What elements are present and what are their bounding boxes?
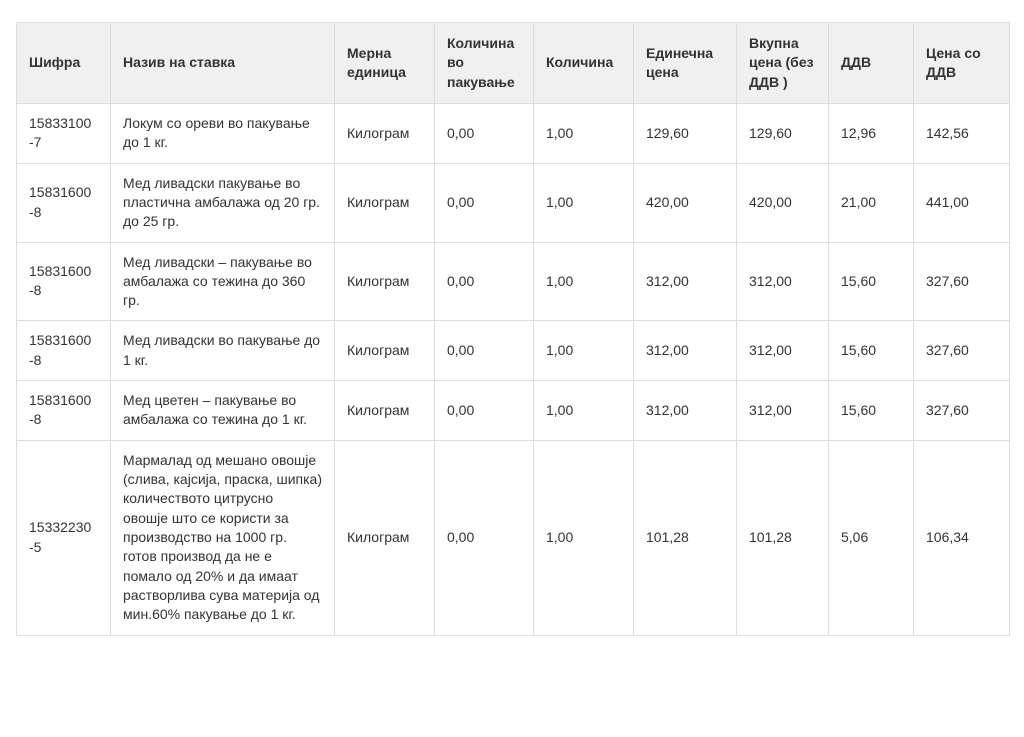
- cell-qty-per-pack: 0,00: [434, 380, 534, 441]
- cell-item-name: Мед ливадски – пакување во амбалажа со т…: [110, 241, 335, 322]
- cell-vat: 15,60: [828, 380, 914, 441]
- table-header: Шифра Назив на ставка Мерна единица Коли…: [16, 22, 1010, 104]
- cell-qty-per-pack: 0,00: [434, 162, 534, 243]
- cell-qty-per-pack: 0,00: [434, 241, 534, 322]
- cell-price-with-vat: 441,00: [913, 162, 1010, 243]
- cell-vat: 12,96: [828, 102, 914, 164]
- cell-item-name: Локум со ореви во пакување до 1 кг.: [110, 102, 335, 164]
- cell-vat: 15,60: [828, 241, 914, 322]
- cell-item-name: Мед ливадски пакување во пластична амбал…: [110, 162, 335, 243]
- cell-unit-price: 101,28: [633, 439, 737, 636]
- header-row: Шифра Назив на ставка Мерна единица Коли…: [16, 22, 1010, 104]
- cell-unit-price: 312,00: [633, 320, 737, 382]
- cell-unit: Килограм: [334, 102, 435, 164]
- table-row: 15831600 -8 Мед цветен – пакување во амб…: [16, 380, 1010, 441]
- table-row: 15332230 -5 Мармалад од мешано овошје (с…: [16, 439, 1010, 636]
- cell-total-no-vat: 312,00: [736, 241, 829, 322]
- column-header-vat: ДДВ: [828, 22, 914, 104]
- column-header-unit-price: Единечна цена: [633, 22, 737, 104]
- cell-item-name: Мед цветен – пакување во амбалажа со теж…: [110, 380, 335, 441]
- column-header-qty-per-pack: Количина во пакување: [434, 22, 534, 104]
- cell-vat: 21,00: [828, 162, 914, 243]
- cell-qty: 1,00: [533, 241, 634, 322]
- cell-price-with-vat: 106,34: [913, 439, 1010, 636]
- cell-code: 15831600 -8: [16, 162, 111, 243]
- column-header-code: Шифра: [16, 22, 111, 104]
- table-row: 15831600 -8 Мед ливадски во пакување до …: [16, 320, 1010, 382]
- cell-vat: 15,60: [828, 320, 914, 382]
- cell-qty-per-pack: 0,00: [434, 102, 534, 164]
- cell-qty-per-pack: 0,00: [434, 320, 534, 382]
- cell-unit: Килограм: [334, 439, 435, 636]
- cell-qty: 1,00: [533, 102, 634, 164]
- cell-total-no-vat: 129,60: [736, 102, 829, 164]
- column-header-qty: Количина: [533, 22, 634, 104]
- table-body: 15833100 -7 Локум со ореви во пакување д…: [16, 102, 1010, 636]
- cell-unit-price: 129,60: [633, 102, 737, 164]
- cell-price-with-vat: 327,60: [913, 380, 1010, 441]
- cell-total-no-vat: 420,00: [736, 162, 829, 243]
- cell-total-no-vat: 312,00: [736, 380, 829, 441]
- cell-qty-per-pack: 0,00: [434, 439, 534, 636]
- cell-qty: 1,00: [533, 320, 634, 382]
- column-header-price-with-vat: Цена со ДДВ: [913, 22, 1010, 104]
- cell-price-with-vat: 327,60: [913, 241, 1010, 322]
- items-table: Шифра Назив на ставка Мерна единица Коли…: [16, 22, 1010, 636]
- cell-code: 15332230 -5: [16, 439, 111, 636]
- cell-code: 15831600 -8: [16, 380, 111, 441]
- cell-unit-price: 312,00: [633, 241, 737, 322]
- column-header-item-name: Назив на ставка: [110, 22, 335, 104]
- cell-unit-price: 312,00: [633, 380, 737, 441]
- cell-unit: Килограм: [334, 320, 435, 382]
- cell-price-with-vat: 142,56: [913, 102, 1010, 164]
- column-header-total-no-vat: Вкупна цена (без ДДВ ): [736, 22, 829, 104]
- cell-qty: 1,00: [533, 439, 634, 636]
- cell-qty: 1,00: [533, 380, 634, 441]
- cell-code: 15833100 -7: [16, 102, 111, 164]
- cell-unit: Килограм: [334, 162, 435, 243]
- cell-unit: Килограм: [334, 380, 435, 441]
- table-row: 15833100 -7 Локум со ореви во пакување д…: [16, 102, 1010, 164]
- cell-qty: 1,00: [533, 162, 634, 243]
- cell-code: 15831600 -8: [16, 241, 111, 322]
- cell-item-name: Мармалад од мешано овошје (слива, кајсиј…: [110, 439, 335, 636]
- table-row: 15831600 -8 Мед ливадски пакување во пла…: [16, 162, 1010, 243]
- cell-item-name: Мед ливадски во пакување до 1 кг.: [110, 320, 335, 382]
- cell-total-no-vat: 101,28: [736, 439, 829, 636]
- cell-total-no-vat: 312,00: [736, 320, 829, 382]
- column-header-unit: Мерна единица: [334, 22, 435, 104]
- cell-price-with-vat: 327,60: [913, 320, 1010, 382]
- cell-code: 15831600 -8: [16, 320, 111, 382]
- cell-vat: 5,06: [828, 439, 914, 636]
- cell-unit: Килограм: [334, 241, 435, 322]
- table-row: 15831600 -8 Мед ливадски – пакување во а…: [16, 241, 1010, 322]
- cell-unit-price: 420,00: [633, 162, 737, 243]
